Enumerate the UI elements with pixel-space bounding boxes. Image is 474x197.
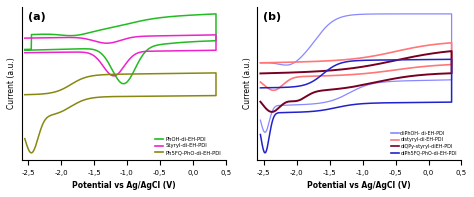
Y-axis label: Current (a.u.): Current (a.u.) [243, 58, 252, 109]
X-axis label: Potential vs Ag/AgCl (V): Potential vs Ag/AgCl (V) [308, 181, 411, 190]
X-axis label: Potential vs Ag/AgCl (V): Potential vs Ag/AgCl (V) [72, 181, 175, 190]
Legend: diPhOH- di-EH-PDI, distyryl-di-EH-PDI, diQPy-styryl-diEH-PDI, diPh5FQ-PhO-di-EH-: diPhOH- di-EH-PDI, distyryl-di-EH-PDI, d… [389, 129, 459, 157]
Y-axis label: Current (a.u.): Current (a.u.) [7, 58, 16, 109]
Text: (b): (b) [263, 12, 282, 21]
Legend: PhOH-di-EH-PDI, Styryl-di-EH-PDI, Ph5FQ-PhO-di-EH-PDI: PhOH-di-EH-PDI, Styryl-di-EH-PDI, Ph5FQ-… [153, 135, 223, 157]
Text: (a): (a) [27, 12, 46, 21]
